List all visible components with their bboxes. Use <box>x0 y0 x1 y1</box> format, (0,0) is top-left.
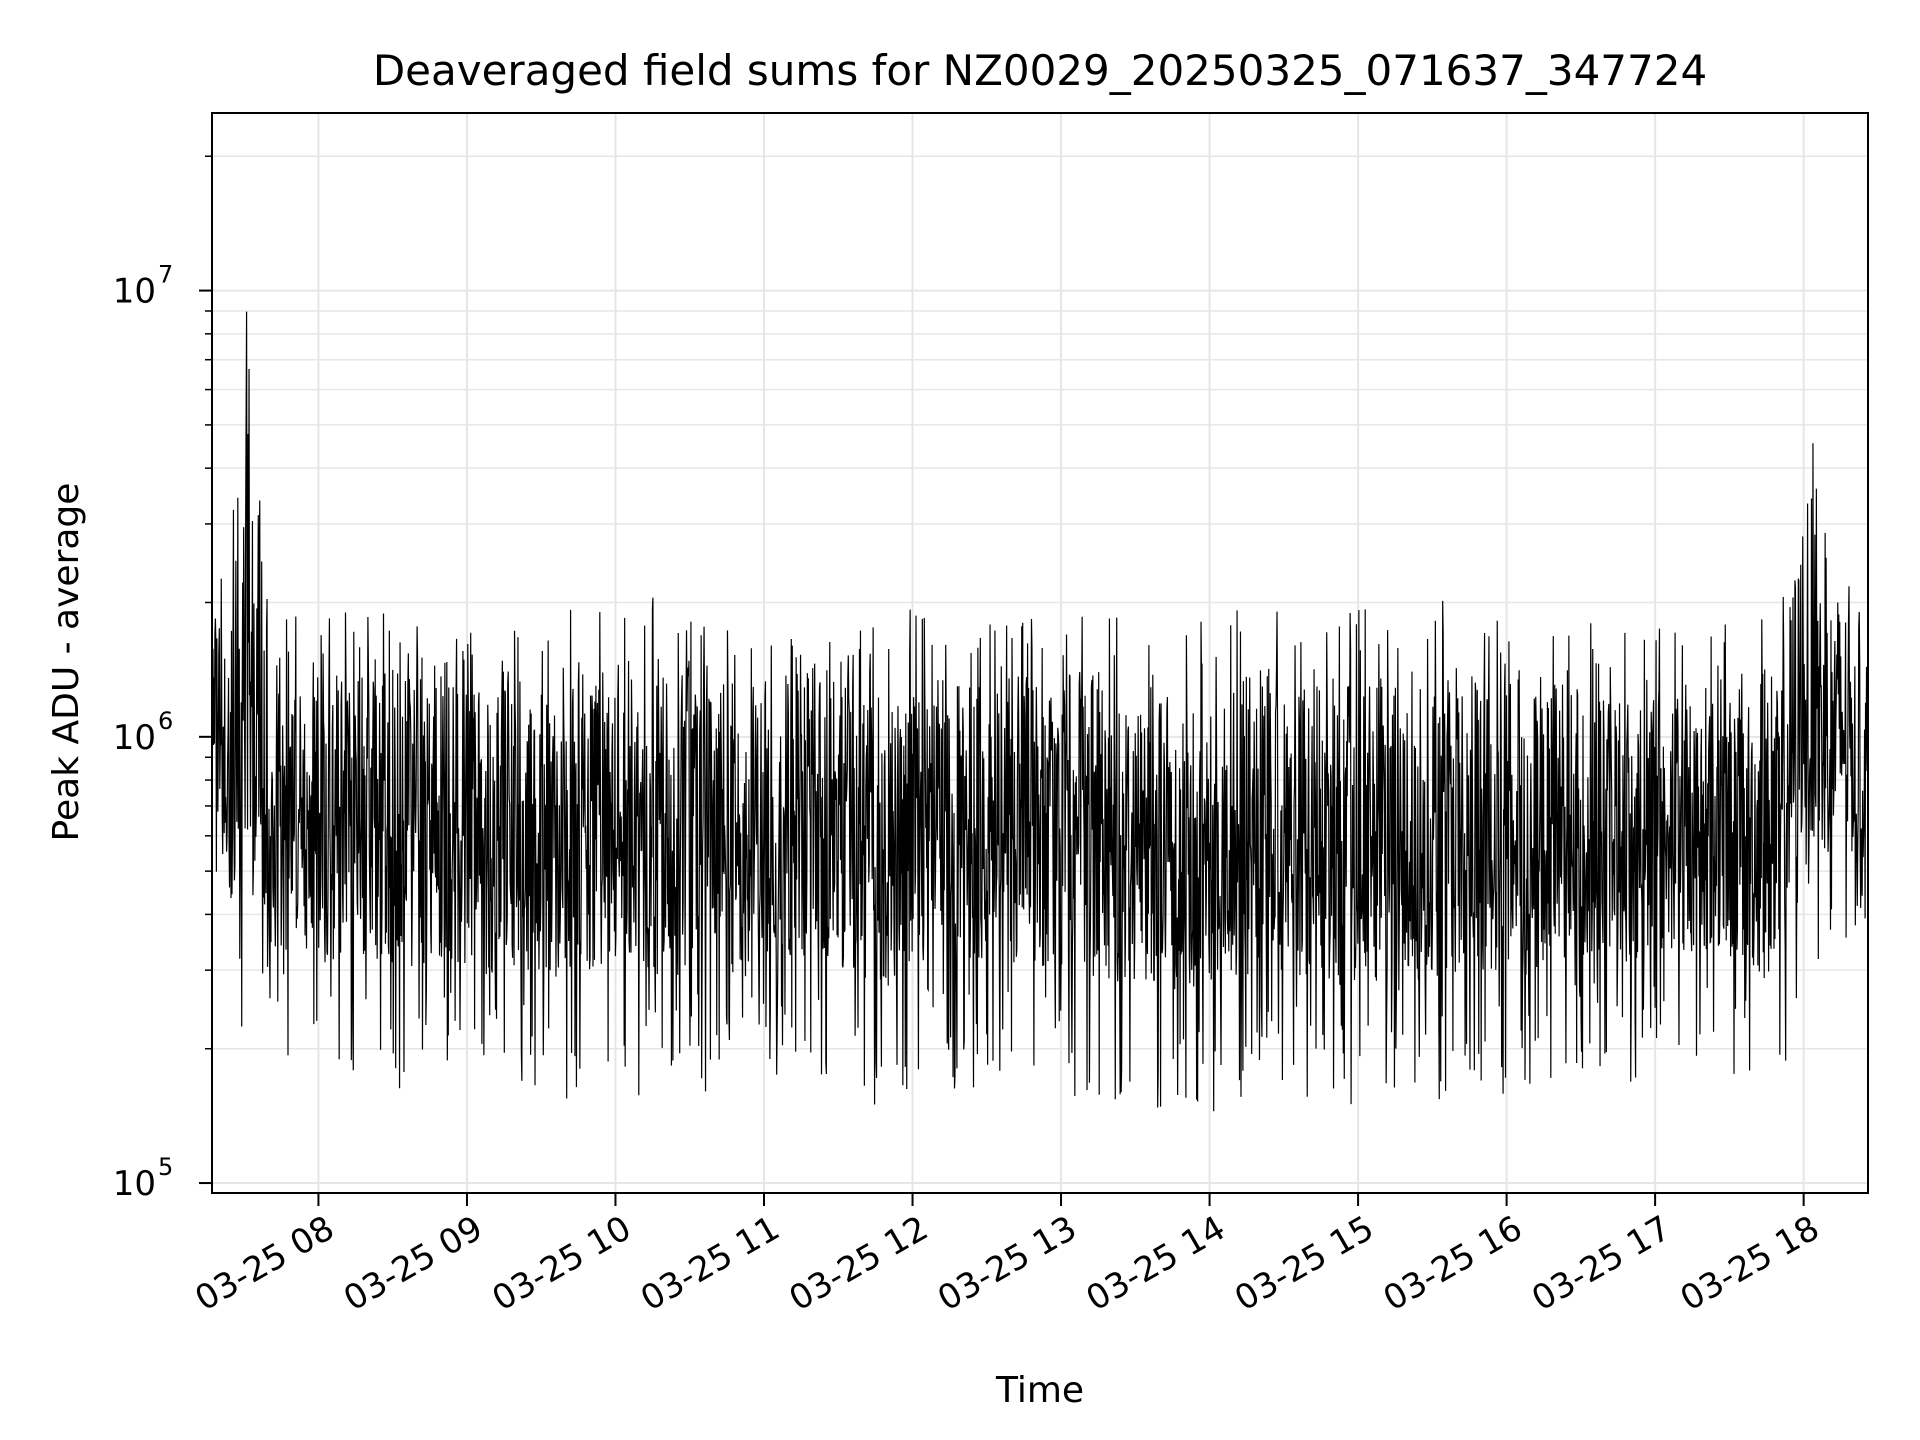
y-tick-label: 10 5 <box>113 1153 174 1204</box>
x-axis-label: Time <box>995 1370 1084 1411</box>
y-tick-exponent: 7 <box>158 261 173 289</box>
series-line <box>211 311 1869 1112</box>
y-tick-base: 10 <box>113 1164 156 1204</box>
y-tick-label: 10 6 <box>113 707 174 758</box>
y-tick-exponent: 5 <box>158 1153 173 1181</box>
plot-frame <box>211 112 1869 1194</box>
y-tick-base: 10 <box>113 272 156 312</box>
y-tick-exponent: 6 <box>158 707 173 735</box>
chart-title: Deaveraged field sums for NZ0029_2025032… <box>373 46 1707 95</box>
y-axis-label: Peak ADU - average <box>46 483 87 842</box>
data-layer <box>211 311 1869 1112</box>
y-tick-label: 10 7 <box>113 261 174 312</box>
y-tick-base: 10 <box>113 718 156 758</box>
